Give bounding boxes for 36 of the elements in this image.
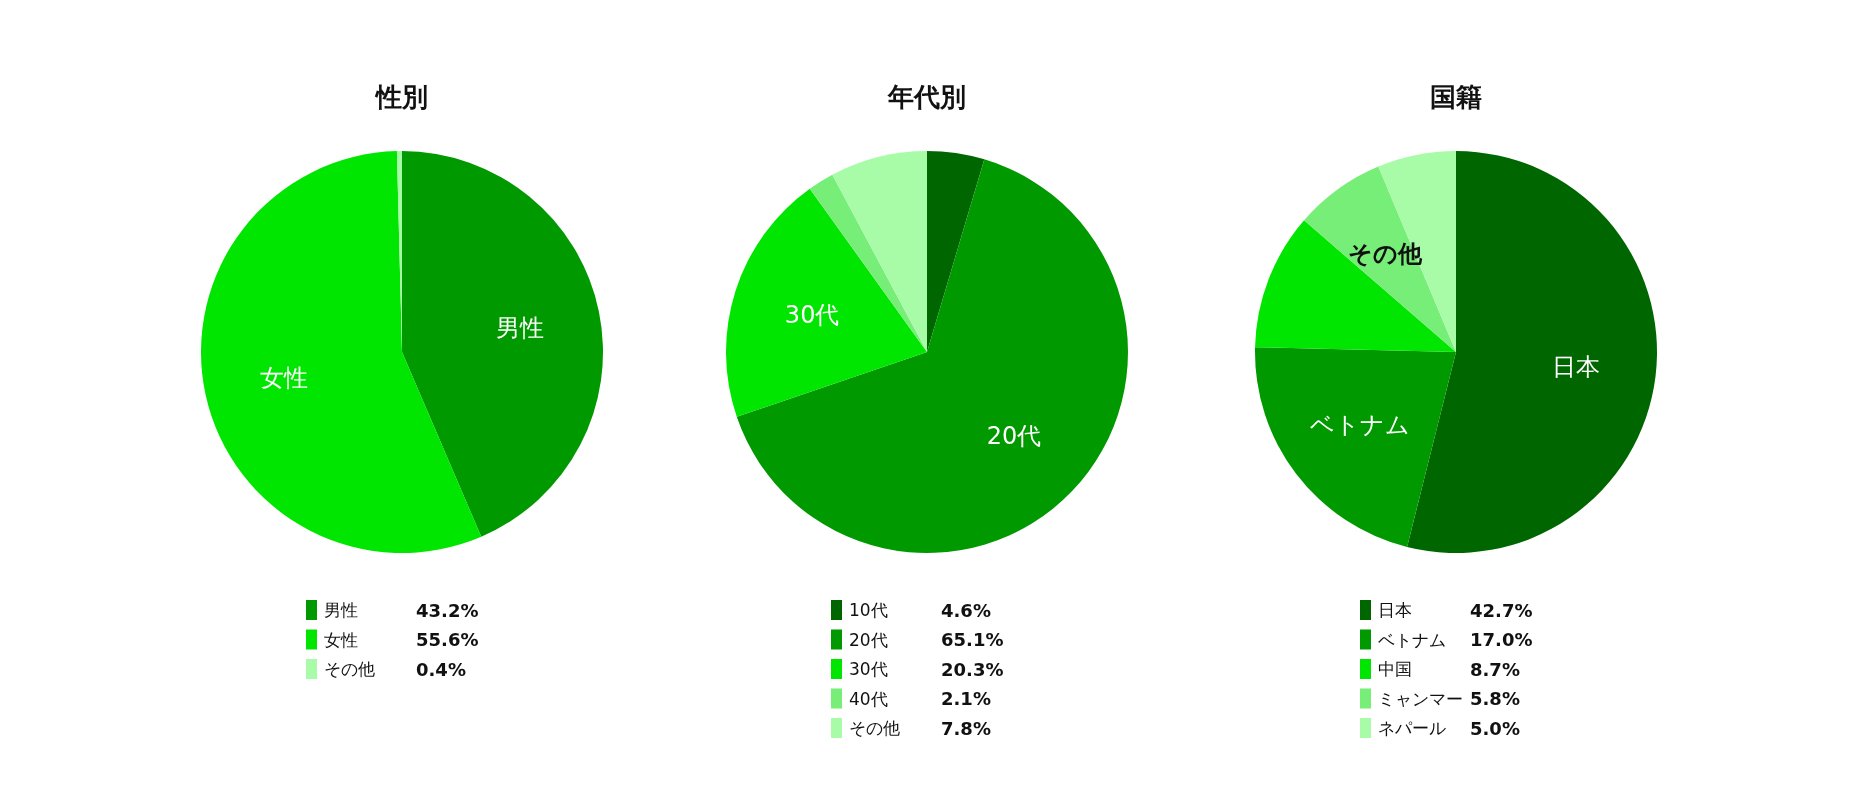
legend-label: 40代 — [849, 688, 888, 709]
legend-label: ネパール — [1378, 718, 1446, 738]
legend-label: 男性 — [324, 600, 358, 620]
legend-label: 中国 — [1378, 659, 1412, 679]
data-label: 2.1% — [941, 688, 991, 709]
data-label: 55.6% — [416, 629, 479, 650]
legend-label: ミャンマー — [1378, 688, 1463, 709]
data-label: 8.7% — [1470, 658, 1520, 680]
data-label: 0.4% — [416, 658, 466, 680]
legend-label: その他 — [849, 718, 900, 738]
data-label: 43.2% — [416, 599, 479, 621]
chart-title: 国籍 — [1430, 82, 1482, 112]
text: その他 — [1348, 240, 1423, 269]
legend-label: 20代 — [849, 629, 888, 650]
slice-label: 男性 — [496, 313, 545, 342]
data-label: 65.1% — [941, 629, 1004, 650]
data-label: 42.7% — [1470, 599, 1533, 621]
slice-label: 20代 — [986, 421, 1042, 450]
slice-label: ベトナム — [1310, 411, 1411, 440]
legend-label: ベトナム — [1378, 629, 1446, 650]
data-label: 17.0% — [1470, 629, 1533, 650]
legend-label: 10代 — [849, 600, 888, 620]
legend-label: 女性 — [324, 629, 358, 650]
data-label: 4.6% — [941, 599, 991, 621]
data-label: 20.3% — [941, 658, 1004, 680]
legend-label: その他 — [324, 659, 375, 679]
legend-label: 30代 — [849, 659, 888, 679]
slice-label: 30代 — [784, 301, 840, 330]
data-label: 7.8% — [941, 717, 991, 739]
slice-label: 女性 — [260, 363, 309, 392]
data-label: 5.8% — [1470, 688, 1520, 709]
data-label: 5.0% — [1470, 717, 1520, 739]
chart-title: 年代別 — [887, 82, 966, 112]
slice-label: 日本 — [1551, 352, 1600, 381]
chart-title: 性別 — [374, 82, 428, 112]
legend-label: 日本 — [1378, 600, 1412, 620]
